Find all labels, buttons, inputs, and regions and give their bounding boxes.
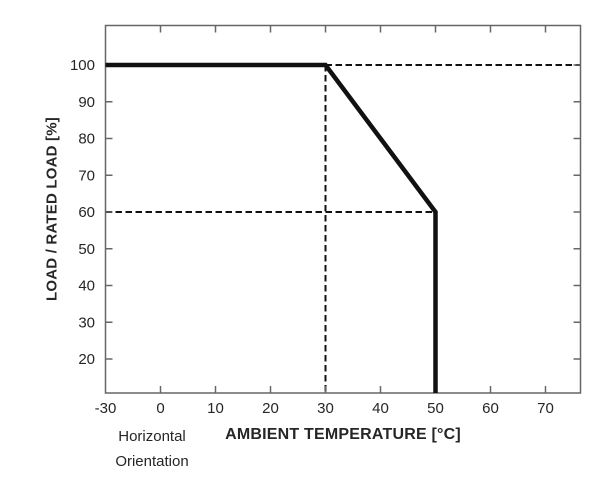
x-axis-title: AMBIENT TEMPERATURE [°C]: [225, 426, 461, 443]
x-tick-label: 20: [262, 400, 279, 417]
x-tick-label: -30: [95, 400, 117, 417]
x-tick-label: 10: [207, 400, 224, 417]
orientation-note: Horizontal Orientation: [115, 424, 188, 474]
derating-curve: [105, 62, 438, 393]
y-tick-label: 50: [78, 241, 95, 258]
y-tick-label: 60: [78, 204, 95, 221]
y-tick-label: 40: [78, 278, 95, 295]
x-tick-label: 30: [317, 400, 334, 417]
plot-frame: [104, 24, 582, 394]
y-tick-label: 70: [78, 167, 95, 184]
orientation-note-line2: Orientation: [115, 453, 189, 470]
x-tick-label: 50: [427, 400, 444, 417]
x-tick-label: 70: [537, 400, 554, 417]
y-tick-label: 80: [78, 131, 95, 148]
y-tick-label: 90: [78, 94, 95, 111]
y-tick-label: 30: [78, 314, 95, 331]
orientation-note-line1: Horizontal: [118, 428, 186, 445]
y-axis-title: LOAD / RATED LOAD [%]: [43, 117, 61, 301]
y-tick-label: 100: [70, 57, 95, 74]
y-tick-label: 20: [78, 351, 95, 368]
x-tick-label: 40: [372, 400, 389, 417]
x-tick-label: 60: [482, 400, 499, 417]
x-tick-label: 0: [156, 400, 164, 417]
